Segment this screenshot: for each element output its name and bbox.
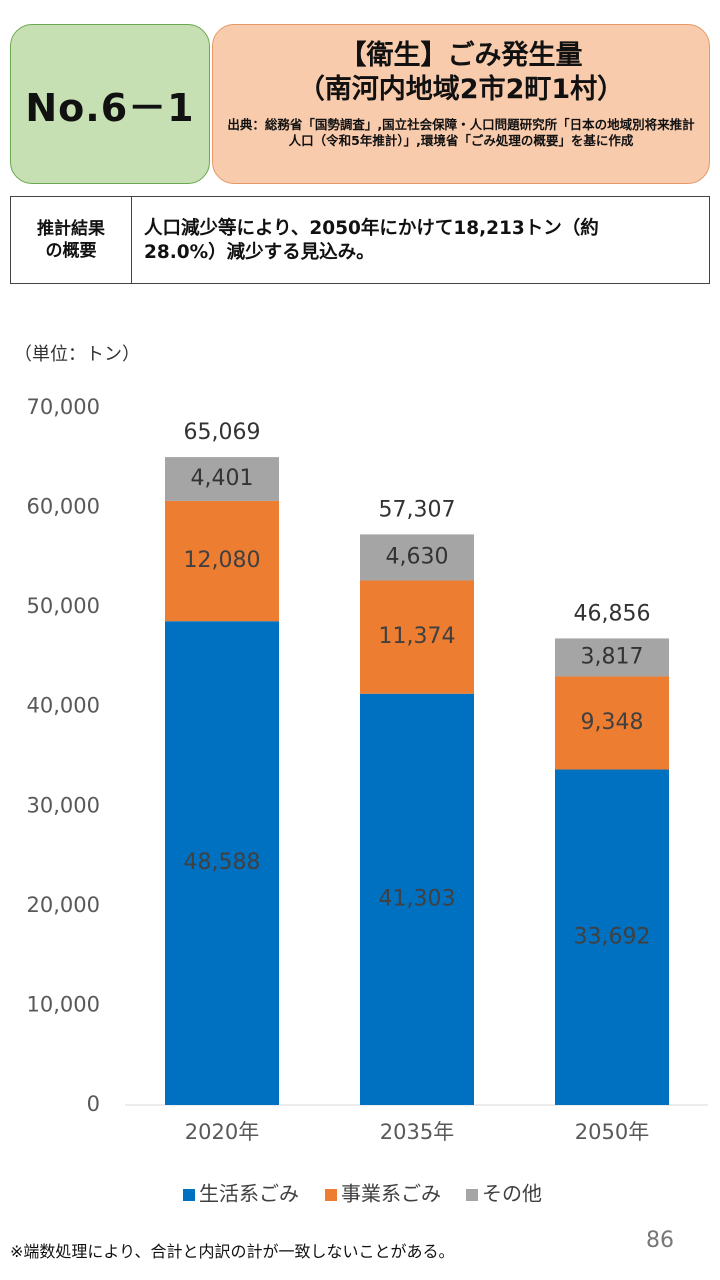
summary-label-line-2: の概要 <box>45 241 97 261</box>
stacked-bar-chart: 0 10,000 20,000 30,000 40,000 50,000 60,000 70,… <box>27 395 708 1206</box>
y-tick-label: 40,000 <box>27 694 100 718</box>
title-line-2: （南河内地域2市2町1村） <box>297 74 625 105</box>
bar-segment <box>555 638 669 677</box>
x-tick-label: 2020年 <box>185 1120 259 1144</box>
summary-table: 推計結果 の概要 人口減少等により、2050年にかけて18,213トン（約 28… <box>10 196 710 284</box>
summary-label-line-1: 推計結果 <box>37 219 105 239</box>
bar-segment <box>360 693 474 1105</box>
bar-segment <box>165 500 279 622</box>
total-label: 46,856 <box>574 601 651 626</box>
legend-label: 生活系ごみ <box>199 1182 299 1206</box>
total-label: 65,069 <box>184 420 261 445</box>
legend-label: その他 <box>482 1182 542 1206</box>
data-label: 48,588 <box>184 850 261 875</box>
page-number: 86 <box>646 1228 674 1253</box>
y-tick-label: 30,000 <box>27 793 100 817</box>
title-line-1: 【衛生】ごみ発生量 <box>339 40 583 71</box>
data-label: 33,692 <box>574 924 651 949</box>
legend-label: 事業系ごみ <box>341 1182 441 1206</box>
summary-text-line-1: 人口減少等により、2050年にかけて18,213トン（約 <box>144 218 599 239</box>
bar-segment <box>555 676 669 770</box>
summary-text: 人口減少等により、2050年にかけて18,213トン（約 28.0%）減少する見… <box>132 197 709 283</box>
bar-segment <box>555 769 669 1105</box>
x-tick-label: 2050年 <box>575 1120 649 1144</box>
data-label: 41,303 <box>379 886 456 911</box>
slide-number: No.6－1 <box>25 85 195 130</box>
y-tick-label: 70,000 <box>27 395 100 419</box>
slide-number-badge: No.6－1 <box>10 24 210 184</box>
data-label: 9,348 <box>581 710 644 735</box>
unit-label: （単位：トン） <box>14 344 140 365</box>
data-label: 12,080 <box>184 548 261 573</box>
total-label: 57,307 <box>379 497 456 522</box>
y-tick-label: 50,000 <box>27 594 100 618</box>
data-label: 11,374 <box>379 624 456 649</box>
bar-segment <box>360 534 474 581</box>
y-tick-label: 60,000 <box>27 495 100 519</box>
footnote: ※端数処理により、合計と内訳の計が一致しないことがある。 <box>10 1242 455 1261</box>
y-tick-label: 10,000 <box>27 992 100 1016</box>
title-box: 【衛生】ごみ発生量 （南河内地域2市2町1村） 出典：総務省「国勢調査」,国立社… <box>212 24 710 184</box>
summary-label: 推計結果 の概要 <box>11 197 132 283</box>
bar-segment <box>360 580 474 694</box>
bar-segment <box>165 621 279 1105</box>
source-text: 出典：総務省「国勢調査」,国立社会保障・人口問題研究所「日本の地域別将来推計人口… <box>227 117 695 148</box>
x-tick-label: 2035年 <box>380 1120 454 1144</box>
summary-text-line-2: 28.0%）減少する見込み。 <box>144 242 375 263</box>
y-tick-label: 0 <box>87 1092 100 1116</box>
legend-swatch <box>466 1189 478 1201</box>
data-label: 4,401 <box>191 466 254 491</box>
y-tick-label: 20,000 <box>27 893 100 917</box>
data-label: 4,630 <box>386 544 449 569</box>
data-label: 3,817 <box>581 644 644 669</box>
legend-swatch <box>325 1189 337 1201</box>
bar-segment <box>165 457 279 501</box>
legend-swatch <box>183 1189 195 1201</box>
